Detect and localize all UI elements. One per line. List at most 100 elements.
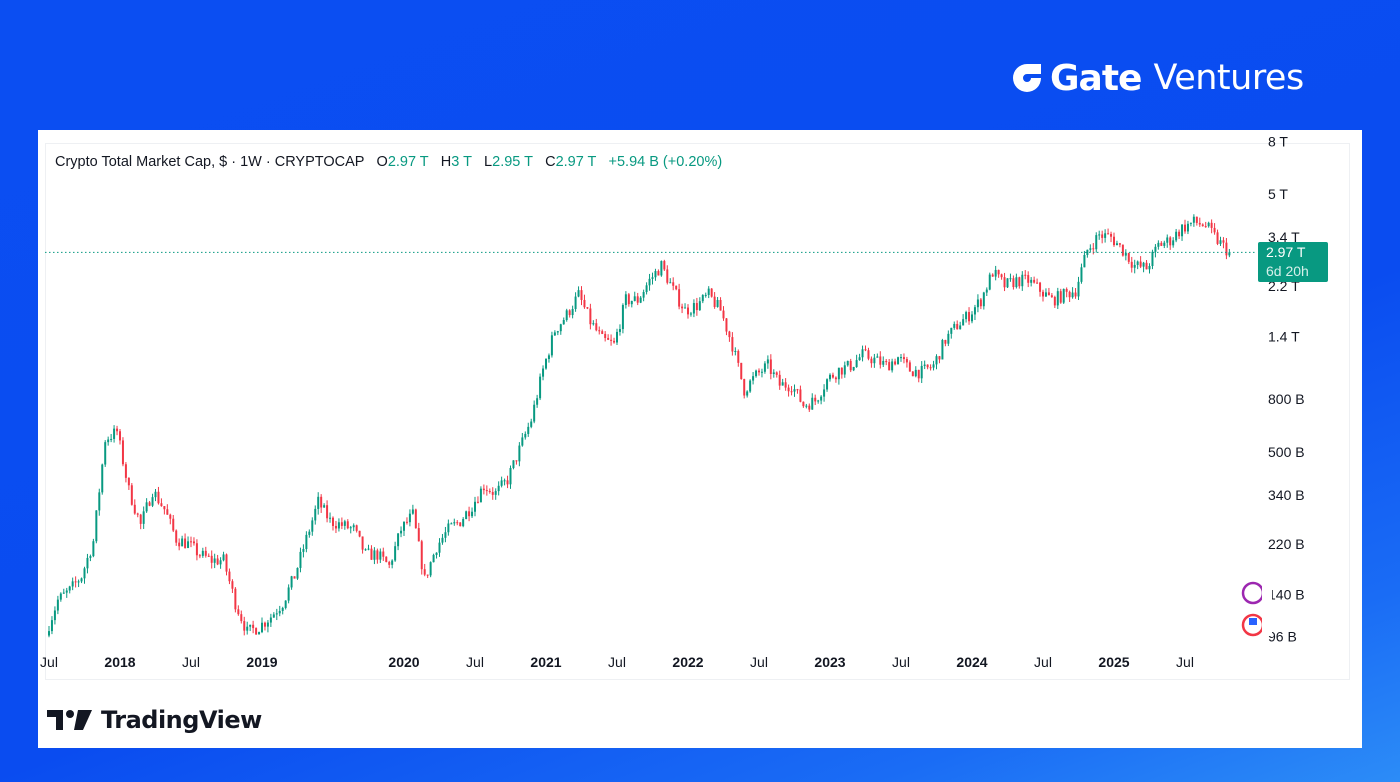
candle (187, 536, 190, 549)
candle (962, 314, 965, 326)
candle (435, 552, 438, 559)
candle (142, 506, 145, 529)
candle-body (246, 626, 249, 631)
candle-body (793, 389, 796, 392)
candle (48, 626, 50, 638)
candle-body (1092, 248, 1095, 250)
candle (290, 575, 293, 590)
candle-body (911, 371, 914, 377)
candle-body (231, 581, 234, 589)
candle (71, 577, 74, 591)
candle (630, 300, 633, 308)
candle (397, 533, 400, 551)
candle (885, 358, 888, 366)
candle (793, 384, 796, 397)
candle (361, 536, 364, 554)
candle (429, 561, 432, 578)
candle-body (1213, 227, 1216, 233)
candle (920, 361, 923, 384)
candle-body (62, 592, 65, 594)
candle-body (228, 571, 231, 582)
candle-body (861, 349, 864, 358)
candle-body (219, 560, 222, 565)
candle (589, 303, 592, 330)
candle-body (902, 357, 905, 360)
candle (766, 355, 769, 369)
candle-body (136, 513, 139, 515)
candle (704, 292, 707, 298)
candle-body (645, 285, 648, 293)
candle (905, 356, 908, 368)
candle (423, 563, 426, 577)
candle (166, 504, 169, 515)
candle-body (734, 350, 737, 352)
candle (675, 285, 678, 291)
candle (432, 553, 435, 563)
candle-body (799, 389, 802, 402)
candle (237, 605, 240, 616)
candle (758, 368, 760, 376)
candle-body (370, 548, 373, 560)
candle-body (944, 339, 947, 344)
candle-body (577, 290, 580, 297)
candle-body (385, 556, 388, 563)
candle-body (65, 590, 68, 593)
candle (1175, 228, 1178, 243)
candle (278, 605, 281, 617)
candle-body (595, 323, 598, 331)
candle-body (633, 296, 636, 301)
candle (763, 361, 766, 374)
candle-body (447, 523, 450, 533)
candle (1003, 272, 1006, 292)
candle-body (1118, 243, 1121, 245)
event-icon-purple[interactable] (1241, 581, 1265, 605)
candle-body (1181, 224, 1184, 237)
candle (119, 429, 121, 445)
candle (950, 327, 953, 339)
candle (391, 559, 394, 569)
candle-body (441, 537, 444, 543)
candle-body (666, 269, 669, 283)
candle (574, 292, 577, 312)
candle (471, 507, 474, 519)
candle (553, 330, 556, 337)
candle (1228, 248, 1231, 258)
candle (216, 554, 219, 566)
candle (305, 531, 308, 553)
candle (1006, 278, 1009, 289)
candle (743, 378, 746, 399)
candle-body (1169, 237, 1172, 246)
candle (1225, 238, 1228, 260)
candle-body (512, 460, 515, 469)
candle-body (941, 339, 944, 360)
candle-body (432, 554, 435, 563)
candle-body (482, 488, 485, 491)
candle (450, 522, 453, 525)
candle (207, 553, 210, 557)
candle-body (879, 356, 882, 365)
candle-body (976, 299, 979, 308)
candle (1000, 273, 1003, 280)
candle-body (323, 505, 326, 508)
candle-body (305, 534, 308, 550)
candle-body (1000, 274, 1003, 278)
candle (882, 356, 885, 368)
candle-body (340, 522, 343, 526)
candle-body (562, 320, 565, 325)
candle-body (326, 505, 329, 519)
candle-body (843, 365, 846, 375)
candle (947, 330, 950, 347)
candle (311, 517, 314, 536)
candle (317, 492, 320, 515)
candle-body (695, 303, 698, 311)
candle (382, 547, 385, 561)
candle-body (148, 502, 151, 506)
candle (284, 600, 287, 610)
candle (474, 496, 476, 517)
candle (639, 296, 642, 304)
candle (326, 500, 329, 523)
candle (334, 520, 337, 534)
candle (184, 533, 187, 549)
candle (938, 355, 941, 364)
